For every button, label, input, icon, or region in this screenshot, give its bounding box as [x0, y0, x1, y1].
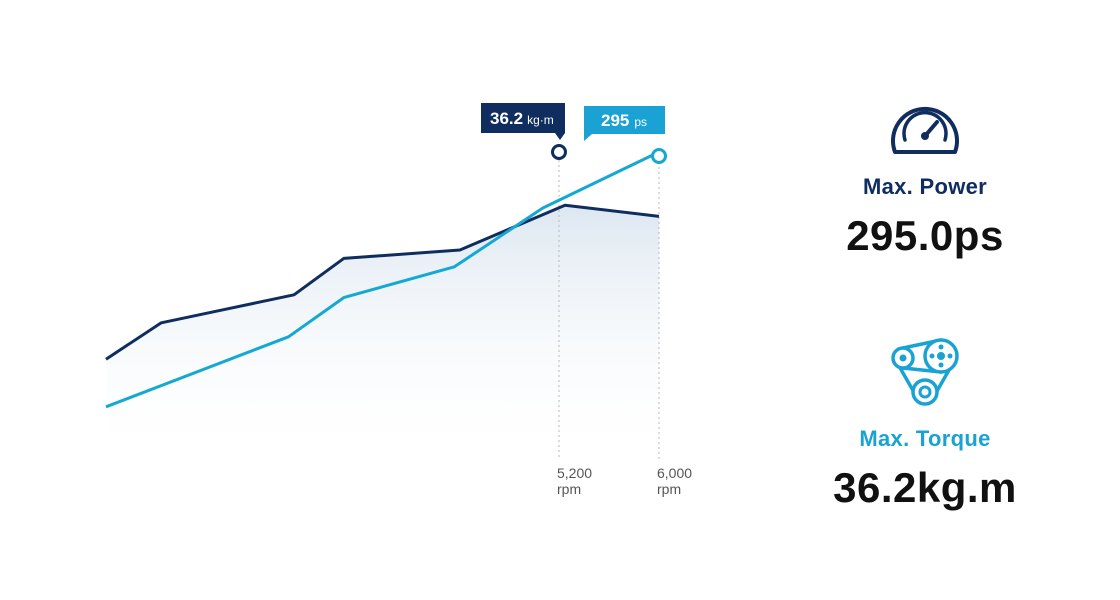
torque-flag-value: 36.2 kg·m	[490, 109, 554, 128]
tick-label-6000: 6,000	[657, 465, 692, 481]
max-torque-block: Max. Torque 36.2kg.m	[790, 338, 1060, 512]
max-torque-value: 36.2kg.m	[833, 464, 1017, 511]
tick-unit-6000: rpm	[657, 481, 681, 497]
power-line	[105, 150, 660, 409]
speedometer-icon	[891, 106, 959, 154]
torque-line	[105, 203, 660, 361]
max-torque-label: Max. Torque	[859, 426, 991, 451]
torque-area-fill	[106, 205, 659, 470]
belt-pulley-icon	[891, 338, 959, 406]
max-power-value: 295.0ps	[846, 212, 1004, 259]
torque-value-flag	[481, 103, 565, 140]
max-power-block: Max. Power 295.0ps	[790, 92, 1060, 260]
power-value-flag	[584, 106, 665, 141]
power-flag-value: 295 ps	[601, 111, 647, 130]
tick-unit-5200: rpm	[557, 481, 581, 497]
max-power-label: Max. Power	[862, 174, 988, 199]
torque-peak-point	[551, 144, 567, 160]
tick-label-5200: 5,200	[557, 465, 592, 481]
power-peak-point	[651, 148, 667, 164]
